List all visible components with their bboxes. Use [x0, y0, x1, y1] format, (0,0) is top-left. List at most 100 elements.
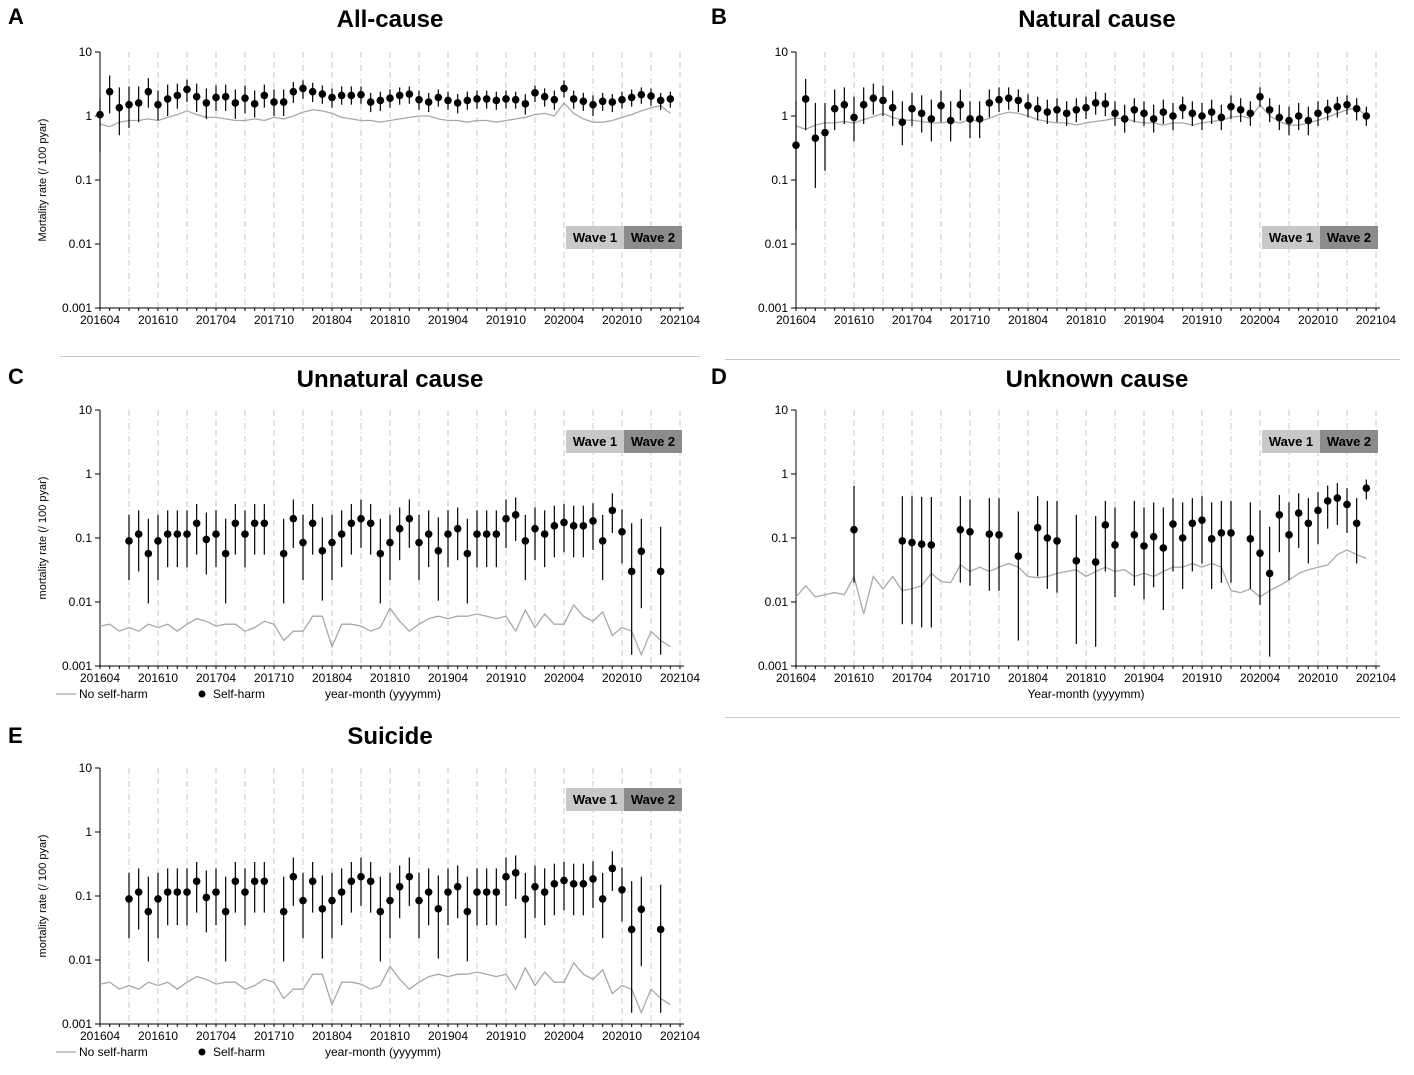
data-point-self-harm [444, 888, 452, 896]
data-point-self-harm [1033, 104, 1042, 113]
x-tick-label: 201604 [776, 671, 816, 685]
y-axis-label: mortality rate (/ 100 pyar) [37, 477, 49, 600]
data-point-self-harm [1140, 542, 1148, 550]
x-tick-label: 201810 [1066, 671, 1106, 685]
data-point-self-harm [144, 907, 153, 916]
data-point-self-harm [1227, 529, 1235, 537]
x-tick-label: 202004 [1240, 313, 1280, 327]
data-point-self-harm [1111, 541, 1119, 549]
data-point-self-harm [540, 92, 549, 101]
data-point-self-harm [1285, 531, 1293, 539]
series-line-no-self-harm [99, 101, 671, 128]
data-point-self-harm [415, 95, 423, 104]
y-tick-label: 10 [775, 45, 789, 59]
data-point-self-harm [231, 519, 240, 528]
data-point-self-harm [1198, 112, 1206, 120]
data-point-self-harm [395, 524, 404, 533]
data-point-self-harm [463, 96, 472, 105]
data-point-self-harm [473, 530, 481, 538]
data-point-self-harm [1198, 516, 1206, 524]
wave-1-box [566, 430, 624, 453]
data-point-self-harm [415, 896, 423, 905]
data-point-self-harm [357, 514, 365, 523]
data-point-self-harm [328, 896, 336, 905]
data-point-self-harm [1188, 519, 1197, 528]
data-point-self-harm [434, 547, 443, 555]
data-point-self-harm [966, 115, 974, 123]
x-tick-label: 201610 [138, 1029, 178, 1043]
legend-dot-icon [198, 690, 206, 698]
x-tick-label: 201904 [1124, 313, 1164, 327]
data-point-self-harm [1149, 115, 1158, 123]
data-point-self-harm [1207, 108, 1216, 116]
data-point-self-harm [337, 888, 346, 896]
data-point-self-harm [154, 895, 162, 903]
data-point-self-harm [492, 530, 501, 538]
wave-2-label: Wave 2 [1327, 230, 1371, 245]
chart-b: 0.001 0.01 0.1 1 10 201604 201610 201704 201710 2… [758, 45, 1396, 327]
data-point-self-harm [966, 527, 974, 536]
data-point-self-harm [144, 87, 153, 96]
y-tick-label: 0.001 [758, 659, 788, 673]
data-point-self-harm [250, 100, 259, 108]
data-point-self-harm [1294, 112, 1303, 120]
data-point-self-harm [482, 888, 491, 896]
data-point-self-harm [1111, 109, 1119, 118]
data-point-self-harm [956, 100, 965, 109]
data-point-self-harm [231, 877, 240, 886]
chart-a: 0.001 0.01 0.1 1 10 201604 201610 201704 201710 2… [37, 45, 700, 327]
x-tick-label: 201910 [486, 671, 526, 685]
x-tick-label: 201910 [1182, 671, 1222, 685]
x-tick-label: 201704 [196, 671, 236, 685]
x-tick-label: 202104 [1356, 671, 1396, 685]
wave-1-box [1262, 430, 1320, 453]
data-point-self-harm [540, 530, 549, 538]
data-point-self-harm [995, 531, 1003, 539]
data-point-self-harm [511, 511, 520, 519]
data-point-self-harm [869, 94, 878, 102]
y-tick-label: 0.1 [75, 889, 92, 903]
data-point-self-harm [908, 538, 916, 547]
data-point-self-harm [598, 895, 607, 903]
y-tick-label: 0.01 [765, 237, 789, 251]
panel-letter-d: D [711, 364, 727, 389]
wave-1-label: Wave 1 [573, 230, 617, 245]
data-point-self-harm [260, 91, 269, 100]
data-point-self-harm [1236, 105, 1245, 114]
data-point-self-harm [1265, 105, 1274, 114]
data-point-self-harm [589, 100, 597, 109]
y-tick-label: 0.1 [771, 173, 788, 187]
data-point-self-harm [1130, 105, 1139, 114]
data-point-self-harm [221, 92, 230, 101]
data-point-self-harm [898, 537, 907, 545]
data-point-self-harm [308, 87, 317, 96]
wave-2-box [1320, 430, 1378, 453]
x-tick-label: 202104 [660, 313, 700, 327]
x-tick-label: 202004 [544, 671, 584, 685]
data-point-self-harm [163, 888, 172, 896]
data-point-self-harm [1314, 109, 1322, 118]
data-point-self-harm [1343, 500, 1351, 509]
y-tick-label: 10 [79, 45, 93, 59]
legend-dot-icon [198, 1048, 206, 1056]
panel-title-a: All-cause [336, 6, 444, 33]
x-tick-label: 201904 [428, 671, 468, 685]
y-axis-label: mortality rate (/ 100 pyar) [37, 835, 49, 958]
data-point-self-harm [550, 95, 559, 104]
data-point-self-harm [444, 530, 452, 538]
data-point-self-harm [560, 876, 568, 885]
x-tick-label: 202104 [660, 1029, 700, 1043]
data-point-self-harm [550, 522, 559, 530]
data-point-self-harm [792, 141, 800, 149]
x-tick-label: 201910 [1182, 313, 1222, 327]
data-point-self-harm [444, 96, 452, 105]
x-tick-label: 201704 [892, 313, 932, 327]
x-tick-label: 201610 [834, 313, 874, 327]
data-point-self-harm [173, 888, 182, 896]
data-point-self-harm [492, 888, 501, 896]
data-point-self-harm [975, 115, 984, 123]
data-point-self-harm [1159, 544, 1168, 552]
data-point-self-harm [134, 888, 143, 896]
data-point-self-harm [647, 92, 655, 100]
data-point-self-harm [801, 95, 810, 103]
